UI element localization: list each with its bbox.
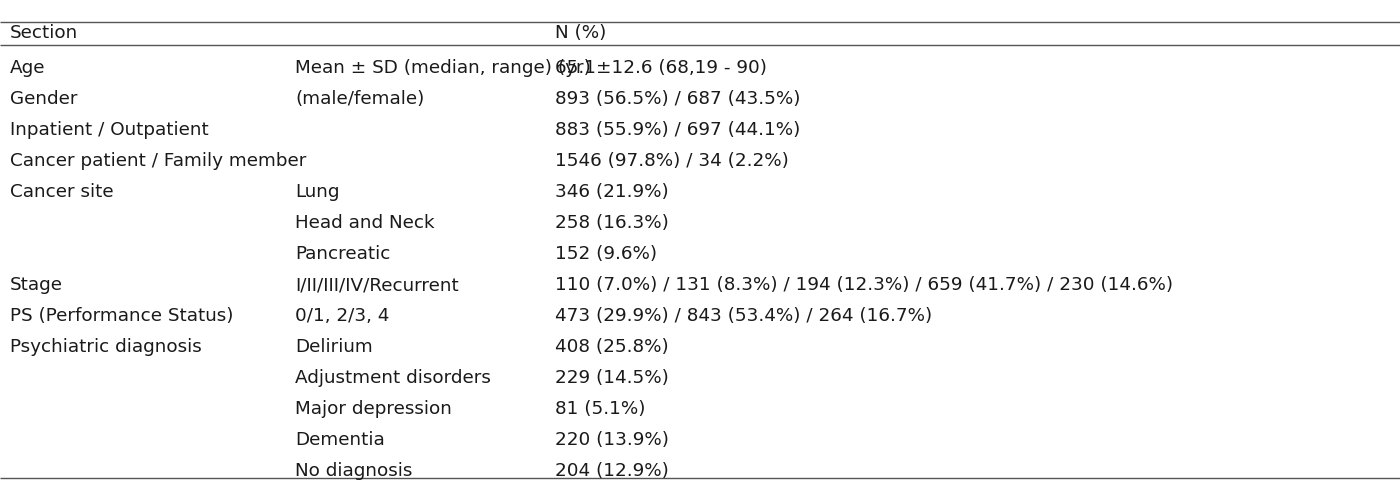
Text: Dementia: Dementia: [295, 431, 385, 449]
Text: Cancer patient / Family member: Cancer patient / Family member: [10, 152, 307, 170]
Text: 473 (29.9%) / 843 (53.4%) / 264 (16.7%): 473 (29.9%) / 843 (53.4%) / 264 (16.7%): [554, 307, 932, 325]
Text: Psychiatric diagnosis: Psychiatric diagnosis: [10, 338, 202, 356]
Text: 893 (56.5%) / 687 (43.5%): 893 (56.5%) / 687 (43.5%): [554, 90, 801, 108]
Text: Inpatient / Outpatient: Inpatient / Outpatient: [10, 121, 209, 139]
Text: PS (Performance Status): PS (Performance Status): [10, 307, 234, 325]
Text: 0/1, 2/3, 4: 0/1, 2/3, 4: [295, 307, 389, 325]
Text: 220 (13.9%): 220 (13.9%): [554, 431, 669, 449]
Text: Adjustment disorders: Adjustment disorders: [295, 369, 491, 387]
Text: Lung: Lung: [295, 183, 339, 201]
Text: Pancreatic: Pancreatic: [295, 245, 391, 263]
Text: 81 (5.1%): 81 (5.1%): [554, 400, 645, 418]
Text: N (%): N (%): [554, 24, 606, 42]
Text: I/II/III/IV/Recurrent: I/II/III/IV/Recurrent: [295, 276, 459, 294]
Text: No diagnosis: No diagnosis: [295, 462, 413, 480]
Text: (male/female): (male/female): [295, 90, 424, 108]
Text: Age: Age: [10, 59, 45, 77]
Text: 408 (25.8%): 408 (25.8%): [554, 338, 669, 356]
Text: 883 (55.9%) / 697 (44.1%): 883 (55.9%) / 697 (44.1%): [554, 121, 801, 139]
Text: Stage: Stage: [10, 276, 63, 294]
Text: Head and Neck: Head and Neck: [295, 214, 434, 232]
Text: Mean ± SD (median, range) (yr): Mean ± SD (median, range) (yr): [295, 59, 591, 77]
Text: 110 (7.0%) / 131 (8.3%) / 194 (12.3%) / 659 (41.7%) / 230 (14.6%): 110 (7.0%) / 131 (8.3%) / 194 (12.3%) / …: [554, 276, 1173, 294]
Text: Major depression: Major depression: [295, 400, 452, 418]
Text: 204 (12.9%): 204 (12.9%): [554, 462, 669, 480]
Text: Delirium: Delirium: [295, 338, 372, 356]
Text: 65.1±12.6 (68,19 - 90): 65.1±12.6 (68,19 - 90): [554, 59, 767, 77]
Text: 258 (16.3%): 258 (16.3%): [554, 214, 669, 232]
Text: Cancer site: Cancer site: [10, 183, 113, 201]
Text: Gender: Gender: [10, 90, 77, 108]
Text: 152 (9.6%): 152 (9.6%): [554, 245, 657, 263]
Text: 346 (21.9%): 346 (21.9%): [554, 183, 669, 201]
Text: Section: Section: [10, 24, 78, 42]
Text: 229 (14.5%): 229 (14.5%): [554, 369, 669, 387]
Text: 1546 (97.8%) / 34 (2.2%): 1546 (97.8%) / 34 (2.2%): [554, 152, 788, 170]
